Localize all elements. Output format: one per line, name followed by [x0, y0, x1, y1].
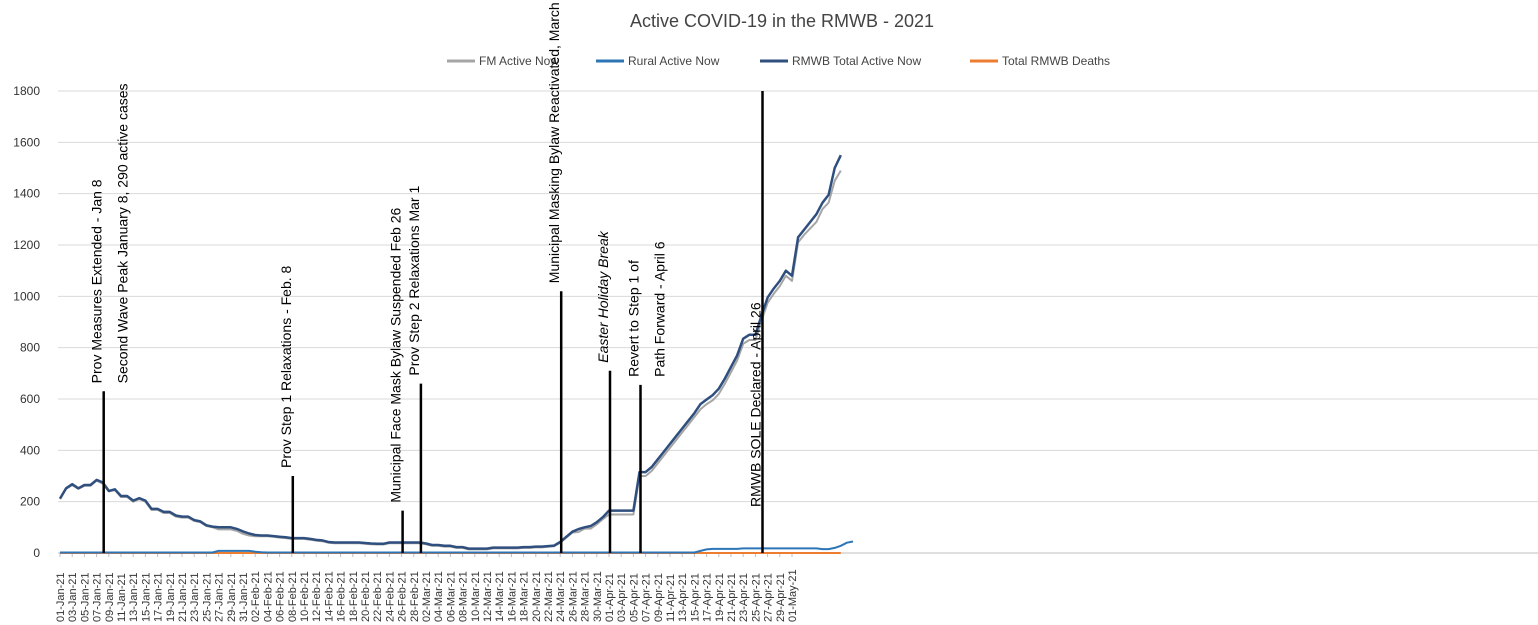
- annotation-label: Easter Holiday Break: [595, 230, 611, 363]
- x-tick-label: 20-Mar-21: [531, 571, 543, 622]
- x-tick-label: 03-Jan-21: [67, 572, 79, 622]
- x-tick-label: 04-Feb-21: [262, 571, 274, 622]
- legend: FM Active Now Rural Active Now RMWB Total …: [447, 54, 1110, 68]
- x-tick-label: 13-Jan-21: [128, 572, 140, 622]
- x-tick-label: 19-Apr-21: [714, 573, 726, 622]
- series-line: [60, 540, 854, 554]
- x-tick-label: 10-Feb-21: [299, 571, 311, 622]
- x-tick-label: 21-Jan-21: [177, 572, 189, 622]
- x-tick-label: 30-Mar-21: [592, 571, 604, 622]
- annotation-label: Municipal Face Mask Bylaw Suspended Feb …: [388, 208, 404, 503]
- x-axis-ticks: 01-Jan-21 03-Jan-21 05-Jan-21 07-Jan-21 09-J…: [55, 553, 799, 622]
- y-tick-label: 600: [20, 392, 40, 406]
- legend-label: RMWB Total Active Now: [792, 54, 921, 68]
- x-tick-label: 24-Mar-21: [555, 571, 567, 622]
- x-tick-label: 12-Mar-21: [482, 571, 494, 622]
- x-tick-label: 07-Apr-21: [641, 573, 653, 622]
- x-tick-label: 12-Feb-21: [311, 571, 323, 622]
- y-tick-label: 1400: [13, 187, 40, 201]
- x-tick-label: 29-Apr-21: [775, 573, 787, 622]
- x-tick-label: 09-Apr-21: [653, 573, 665, 622]
- x-tick-label: 10-Mar-21: [470, 571, 482, 622]
- x-tick-label: 16-Feb-21: [336, 571, 348, 622]
- x-tick-label: 11-Jan-21: [116, 573, 128, 622]
- annotation-label: Prov Step 2 Relaxations Mar 1: [406, 186, 422, 376]
- y-tick-label: 400: [20, 443, 40, 457]
- chart-title: Active COVID-19 in the RMWB - 2021: [630, 11, 934, 31]
- x-tick-label: 05-Apr-21: [628, 573, 640, 622]
- legend-label: Rural Active Now: [628, 54, 720, 68]
- annotation-label: Path Forward - April 6: [652, 241, 668, 377]
- annotations: Prov Measures Extended - Jan 8 Second Wav…: [89, 0, 764, 553]
- x-tick-label: 04-Mar-21: [433, 571, 445, 622]
- x-tick-label: 24-Feb-21: [384, 571, 396, 622]
- legend-label: FM Active Now: [479, 54, 559, 68]
- annotation-label: Prov Measures Extended - Jan 8: [89, 179, 105, 383]
- series-lines: [58, 154, 854, 554]
- x-tick-label: 13-Apr-21: [677, 573, 689, 622]
- y-tick-label: 1200: [13, 238, 40, 252]
- x-tick-label: 28-Mar-21: [580, 571, 592, 622]
- x-tick-label: 17-Apr-21: [702, 573, 714, 622]
- x-tick-label: 15-Apr-21: [689, 573, 701, 622]
- x-tick-label: 08-Mar-21: [458, 571, 470, 622]
- x-tick-label: 01-Jan-21: [55, 572, 67, 622]
- annotation-label: Prov Step 1 Relaxations - Feb. 8: [278, 265, 294, 468]
- x-tick-label: 22-Mar-21: [543, 571, 555, 622]
- legend-label: Total RMWB Deaths: [1002, 54, 1110, 68]
- x-tick-label: 20-Feb-21: [360, 571, 372, 622]
- y-tick-label: 1000: [13, 289, 40, 303]
- x-tick-label: 05-Jan-21: [79, 572, 91, 622]
- y-tick-label: 200: [20, 495, 40, 509]
- y-tick-label: 1800: [13, 84, 40, 98]
- x-tick-label: 18-Feb-21: [348, 571, 360, 622]
- x-tick-label: 27-Apr-21: [763, 573, 775, 622]
- x-tick-label: 25-Apr-21: [750, 573, 762, 622]
- annotation-label: RMWB SOLE Declared - April 26: [748, 302, 764, 507]
- x-tick-label: 16-Mar-21: [506, 571, 518, 622]
- x-tick-label: 14-Mar-21: [494, 571, 506, 622]
- x-tick-label: 23-Jan-21: [189, 572, 201, 622]
- x-tick-label: 25-Jan-21: [201, 572, 213, 622]
- x-tick-label: 14-Feb-21: [323, 571, 335, 622]
- x-tick-label: 09-Jan-21: [104, 572, 116, 622]
- x-tick-label: 11-Apr-21: [665, 574, 677, 622]
- x-tick-label: 31-Jan-21: [238, 572, 250, 622]
- x-tick-label: 21-Apr-21: [726, 573, 738, 622]
- x-tick-label: 17-Jan-21: [153, 572, 165, 622]
- x-tick-label: 06-Mar-21: [445, 571, 457, 622]
- x-tick-label: 28-Feb-21: [409, 571, 421, 622]
- x-tick-label: 15-Jan-21: [140, 572, 152, 622]
- y-tick-label: 1600: [13, 135, 40, 149]
- y-tick-label: 0: [33, 546, 40, 560]
- x-tick-label: 06-Feb-21: [275, 571, 287, 622]
- x-tick-label: 23-Apr-21: [738, 573, 750, 622]
- x-tick-label: 29-Jan-21: [226, 572, 238, 622]
- series-line: [58, 154, 842, 550]
- x-tick-label: 27-Jan-21: [214, 572, 226, 622]
- y-tick-label: 800: [20, 341, 40, 355]
- annotation-label: Second Wave Peak January 8, 290 active c…: [115, 83, 131, 383]
- x-tick-label: 03-Apr-21: [616, 573, 628, 622]
- x-tick-label: 02-Mar-21: [421, 571, 433, 622]
- x-tick-label: 22-Feb-21: [372, 571, 384, 622]
- x-tick-label: 26-Mar-21: [567, 571, 579, 622]
- x-tick-label: 19-Jan-21: [165, 572, 177, 622]
- x-tick-label: 01-Apr-21: [604, 573, 616, 622]
- x-tick-label: 18-Mar-21: [519, 571, 531, 622]
- x-tick-label: 08-Feb-21: [287, 571, 299, 622]
- x-tick-label: 02-Feb-21: [250, 571, 262, 622]
- annotation-label: Revert to Step 1 of: [626, 260, 642, 377]
- x-tick-label: 07-Jan-21: [92, 572, 104, 622]
- y-axis-ticks: 0 200 400 600 800 1000 1200 1400 1600 1800: [13, 84, 40, 560]
- series-line: [59, 170, 842, 551]
- annotation-label: Municipal Masking Bylaw Reactivated, Mar…: [546, 0, 562, 283]
- x-tick-label: 01-May-21: [787, 569, 799, 622]
- x-tick-label: 26-Feb-21: [397, 571, 409, 622]
